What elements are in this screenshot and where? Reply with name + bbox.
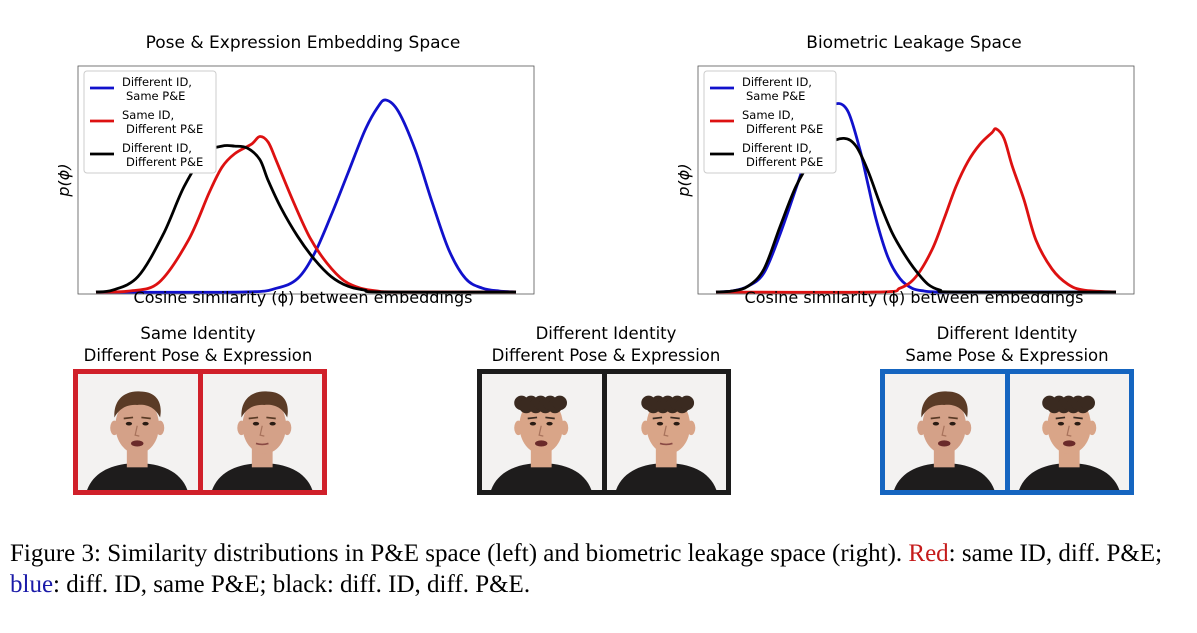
- legend-label-line2: Different P&E: [746, 122, 823, 136]
- face-photo-b: [482, 374, 602, 490]
- series-line-0: [715, 102, 1116, 294]
- group-label-different-identity-different-pe: Different Identity Different Pose & Expr…: [466, 323, 746, 367]
- y-axis-label: p(ϕ): [678, 163, 693, 197]
- group-label-line2: Different Pose & Expression: [491, 346, 721, 365]
- face-illustration: [885, 374, 1005, 490]
- face-illustration: [606, 374, 726, 490]
- legend-label-line1: Same ID,: [742, 108, 794, 122]
- legend-label-line2: Different P&E: [126, 155, 203, 169]
- photo-pair-different-identity-same-pe: [880, 369, 1134, 495]
- plot-frame: [697, 65, 1135, 295]
- caption-prefix: Figure 3: Similarity distributions in P&…: [10, 540, 909, 567]
- photo-pair-different-identity-different-pe: [477, 369, 731, 495]
- face-illustration: [482, 374, 602, 490]
- face-photo-a-alt: [202, 374, 322, 490]
- legend-label-line2: Same P&E: [126, 89, 185, 103]
- caption-red-word: Red: [908, 540, 949, 567]
- face-illustration: [202, 374, 322, 490]
- caption-blue-word: blue: [10, 571, 54, 598]
- group-label-line1: Different Identity: [936, 324, 1078, 343]
- chart-right-xlabel: Cosine similarity (ϕ) between embeddings: [744, 288, 1084, 307]
- legend-label-line1: Different ID,: [122, 75, 192, 89]
- legend-label-line2: Different P&E: [746, 155, 823, 169]
- legend-box: [703, 70, 837, 174]
- plot-frame: [77, 65, 535, 295]
- face-illustration: [1009, 374, 1129, 490]
- y-axis-label: p(ϕ): [58, 163, 73, 197]
- group-label-line1: Same Identity: [140, 324, 256, 343]
- face-photo-b-alt: [606, 374, 726, 490]
- face-photo-a: [885, 374, 1005, 490]
- face-photo-b: [1009, 374, 1129, 490]
- chart-right-title: Biometric Leakage Space: [806, 33, 1022, 53]
- legend-label-line1: Same ID,: [122, 108, 174, 122]
- caption-mid2: : diff. ID, same P&E; black: diff. ID, d…: [53, 571, 531, 598]
- face-photo-a: [78, 374, 198, 490]
- legend-label-line1: Different ID,: [122, 141, 192, 155]
- series-line-0: [95, 98, 517, 294]
- legend-label-line2: Different P&E: [126, 122, 203, 136]
- legend-label-line1: Different ID,: [742, 75, 812, 89]
- figure-caption: Figure 3: Similarity distributions in P&…: [10, 538, 1195, 600]
- group-label-line2: Same Pose & Expression: [905, 346, 1109, 365]
- chart-left-title: Pose & Expression Embedding Space: [145, 33, 461, 53]
- series-line-2: [715, 136, 1117, 294]
- series-line-2: [95, 144, 517, 294]
- legend-label-line1: Different ID,: [742, 141, 812, 155]
- photo-pair-same-identity: [73, 369, 327, 495]
- group-label-different-identity-same-pe: Different Identity Same Pose & Expressio…: [872, 323, 1142, 367]
- caption-mid1: : same ID, diff. P&E;: [948, 540, 1163, 567]
- series-line-1: [715, 127, 1117, 294]
- group-label-same-identity: Same Identity Different Pose & Expressio…: [68, 323, 328, 367]
- group-label-line1: Different Identity: [535, 324, 677, 343]
- face-illustration: [78, 374, 198, 490]
- chart-left-xlabel: Cosine similarity (ϕ) between embeddings: [133, 288, 473, 307]
- legend-label-line2: Same P&E: [746, 89, 805, 103]
- legend-box: [83, 70, 217, 174]
- group-label-line2: Different Pose & Expression: [83, 346, 313, 365]
